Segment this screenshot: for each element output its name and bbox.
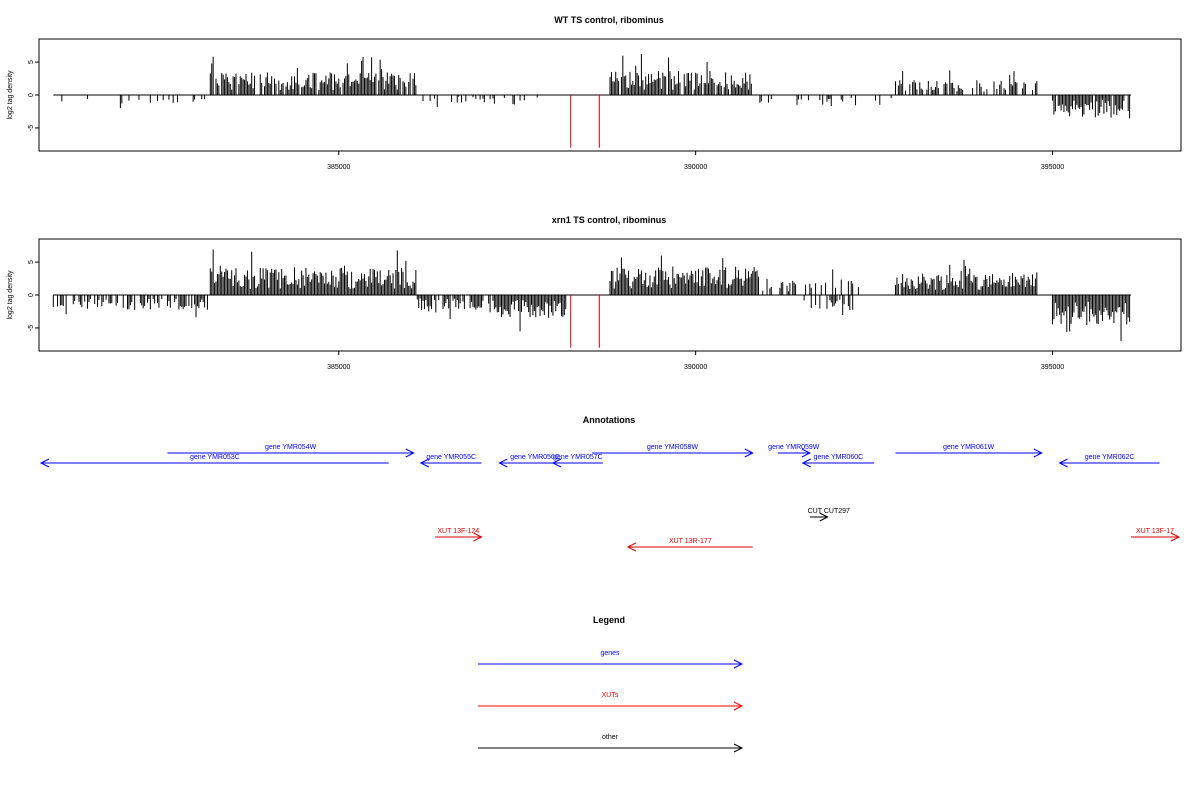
gene-feature: gene YMR062C: [1058, 454, 1160, 468]
gene-label: gene YMR061W: [943, 444, 995, 451]
gene-arrow-head: [744, 448, 754, 458]
wt-track-axes: 5 0 -5 385000 390000 395000: [28, 60, 1064, 171]
x-tick-label: 385000: [327, 164, 350, 171]
cut-feature: CUT CUT297: [808, 508, 850, 522]
gene-arrow-head: [1058, 458, 1068, 468]
xut-label: XUT 13F-124: [437, 528, 479, 535]
gene-feature: gene YMR053C: [39, 454, 389, 468]
legend: genes XUTs other: [478, 650, 744, 753]
y-tick-label: -5: [28, 325, 35, 331]
gene-arrow-head: [419, 458, 430, 468]
gene-label: gene YMR057C: [553, 454, 603, 461]
x-tick-label: 390000: [684, 164, 707, 171]
legend-label: other: [602, 734, 619, 741]
gene-arrow-head: [498, 458, 508, 468]
xut-feature: XUT 13F-124: [435, 528, 483, 542]
gene-arrow-head: [801, 458, 811, 468]
y-tick-label: 0: [28, 93, 35, 97]
xut-label: XUT 13R-177: [669, 538, 712, 545]
x-tick-label: 395000: [1041, 164, 1064, 171]
gene-feature: gene YMR058W: [592, 444, 754, 458]
gene-feature: gene YMR057C: [551, 454, 603, 468]
gene-label: gene YMR056C: [510, 454, 560, 461]
wt-track-ylabel: log2 tag density: [7, 70, 14, 120]
xut-feature: XUT 13R-177: [626, 538, 753, 552]
gene-arrow-head: [551, 458, 562, 468]
wt-track-title: WT TS control, ribominus: [554, 15, 664, 25]
gene-arrow-head: [1033, 448, 1043, 458]
wt-track-panel: WT TS control, ribominus log2 tag densit…: [7, 15, 1182, 171]
legend-arrow-head: [733, 743, 744, 753]
cut-label: CUT CUT297: [808, 508, 850, 515]
gene-feature: gene YMR059W: [768, 444, 820, 458]
xrn1-track-title: xrn1 TS control, ribominus: [552, 215, 667, 225]
y-tick-label: 5: [28, 260, 35, 264]
legend-item-XUTs: XUTs: [478, 692, 744, 711]
gene-feature: gene YMR055C: [419, 454, 482, 468]
xrn1-track-bars: [52, 249, 1132, 348]
gene-label: gene YMR059W: [768, 444, 820, 451]
annotations-title: Annotations: [583, 415, 636, 425]
legend-arrow-head: [733, 659, 744, 669]
gene-label: gene YMR054W: [265, 444, 317, 451]
cut-arrow-head: [819, 512, 829, 522]
xut-label: XUT 13F-17: [1136, 528, 1174, 535]
y-tick-label: -5: [28, 125, 35, 131]
gene-label: gene YMR058W: [647, 444, 699, 451]
x-tick-label: 395000: [1041, 364, 1064, 371]
gene-label: gene YMR055C: [426, 454, 476, 461]
xut-arrow-head: [473, 532, 483, 542]
xut-feature: XUT 13F-17: [1131, 528, 1181, 542]
gene-label: gene YMR062C: [1085, 454, 1135, 461]
legend-arrow-head: [733, 701, 744, 711]
legend-label: XUTs: [602, 692, 619, 699]
gene-arrow-head: [801, 448, 811, 458]
x-tick-label: 390000: [684, 364, 707, 371]
annotation-track: gene YMR053C gene YMR054W gene YMR055C gene…: [39, 444, 1181, 552]
xrn1-track-ylabel: log2 tag density: [7, 270, 14, 320]
gene-feature: gene YMR061W: [895, 444, 1043, 458]
xrn1-track-axes: 5 0 -5 385000 390000 395000: [28, 260, 1064, 371]
y-tick-label: 0: [28, 293, 35, 297]
gene-label: gene YMR053C: [190, 454, 240, 461]
gene-arrow-head: [39, 458, 50, 468]
gene-feature: gene YMR054W: [167, 444, 415, 458]
xut-arrow-head: [1170, 532, 1181, 542]
gene-label: gene YMR060C: [814, 454, 864, 461]
gene-feature: gene YMR060C: [801, 454, 875, 468]
x-tick-label: 385000: [327, 364, 350, 371]
legend-item-other: other: [478, 734, 744, 753]
y-tick-label: 5: [28, 60, 35, 64]
legend-label: genes: [600, 650, 620, 657]
legend-item-genes: genes: [478, 650, 744, 669]
wt-track-bars: [53, 54, 1132, 148]
xut-arrow-head: [626, 542, 637, 552]
gene-arrow-head: [405, 448, 415, 458]
legend-title: Legend: [593, 615, 625, 625]
xrn1-track-panel: xrn1 TS control, ribominus log2 tag dens…: [7, 215, 1182, 371]
